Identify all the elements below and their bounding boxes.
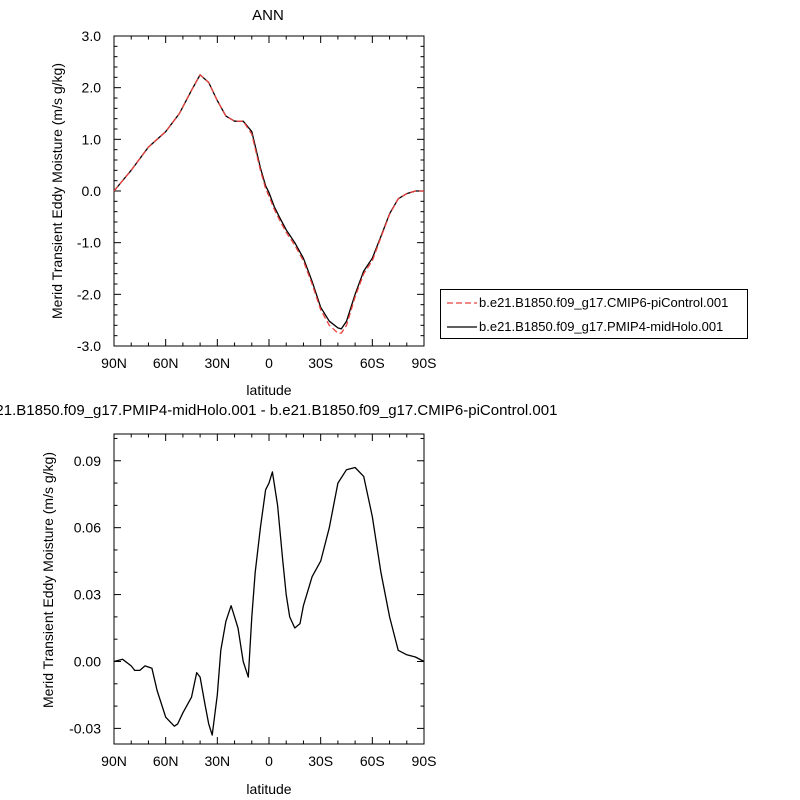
top-x-tick-label: 60N (153, 355, 179, 371)
bottom-series-lines (113, 466, 425, 736)
top-y-tick-label: -2.0 (77, 286, 101, 302)
legend-label-picontrol: b.e21.B1850.f09_g17.CMIP6-piControl.001 (479, 295, 728, 310)
top-panel: ANN 90N 60N 30N 0 30S 60S 90S 3.0 2.0 1.0 0.0 -1.0… (49, 7, 436, 398)
top-y-tick-label: -1.0 (77, 235, 101, 251)
top-y-tick-label: 3.0 (82, 28, 102, 44)
bottom-x-tick-label: 60S (360, 753, 385, 769)
top-y-axis-label: Merid Transient Eddy Moisture (m/s g/kg) (49, 63, 65, 319)
top-x-tick-label: 0 (265, 355, 273, 371)
top-series-line-1 (113, 74, 424, 330)
bottom-y-tick-label: 0.03 (74, 587, 101, 603)
top-x-tick-label: 30N (204, 355, 230, 371)
top-series-lines (113, 74, 424, 334)
legend-entry-midholo: b.e21.B1850.f09_g17.PMIP4-midHolo.001 (447, 319, 723, 334)
top-series-line-0 (113, 74, 424, 334)
bottom-x-axis-label: latitude (246, 781, 291, 797)
bottom-axis-ticks (113, 434, 425, 744)
bottom-y-tick-labels: 0.09 0.06 0.03 0.00 -0.03 (69, 453, 101, 737)
legend-entries: b.e21.B1850.f09_g17.CMIP6-piControl.001 … (447, 295, 728, 334)
legend-entry-picontrol: b.e21.B1850.f09_g17.CMIP6-piControl.001 (447, 295, 728, 310)
bottom-x-tick-label: 90S (412, 753, 437, 769)
bottom-y-tick-label: -0.03 (69, 720, 101, 736)
top-x-axis-label: latitude (246, 382, 291, 398)
bottom-chart-title: b.e21.B1850.f09_g17.PMIP4-midHolo.001 - … (0, 402, 557, 419)
bottom-y-tick-label: 0.06 (74, 520, 101, 536)
bottom-y-axis-label: Merid Transient Eddy Moisture (m/s g/kg) (40, 452, 56, 708)
top-x-tick-label: 30S (308, 355, 333, 371)
legend-label-midholo: b.e21.B1850.f09_g17.PMIP4-midHolo.001 (479, 319, 723, 334)
bottom-x-tick-label: 90N (101, 753, 127, 769)
top-y-tick-label: 0.0 (82, 183, 102, 199)
bottom-y-tick-label: 0.09 (74, 453, 101, 469)
bottom-x-tick-label: 60N (153, 753, 179, 769)
bottom-x-tick-label: 30S (308, 753, 333, 769)
bottom-x-tick-label: 0 (265, 753, 273, 769)
legend: b.e21.B1850.f09_g17.CMIP6-piControl.001 … (440, 289, 748, 339)
top-x-tick-label: 60S (360, 355, 385, 371)
bottom-x-tick-label: 30N (204, 753, 230, 769)
bottom-series-line-0 (113, 466, 425, 736)
bottom-plot-frame (113, 433, 425, 745)
top-y-tick-label: -3.0 (77, 338, 101, 354)
bottom-x-tick-labels: 90N 60N 30N 0 30S 60S 90S (101, 753, 436, 769)
top-x-tick-label: 90N (101, 355, 127, 371)
top-chart-title: ANN (252, 7, 284, 24)
top-y-tick-labels: 3.0 2.0 1.0 0.0 -1.0 -2.0 -3.0 (77, 28, 101, 354)
bottom-y-tick-label: 0.00 (74, 653, 101, 669)
bottom-panel: b.e21.B1850.f09_g17.PMIP4-midHolo.001 - … (0, 402, 557, 797)
top-y-tick-label: 2.0 (82, 80, 102, 96)
top-x-tick-labels: 90N 60N 30N 0 30S 60S 90S (101, 355, 436, 371)
top-axis-ticks (113, 35, 425, 347)
top-plot-frame (113, 35, 425, 347)
top-x-tick-label: 90S (412, 355, 437, 371)
top-y-tick-label: 1.0 (82, 131, 102, 147)
